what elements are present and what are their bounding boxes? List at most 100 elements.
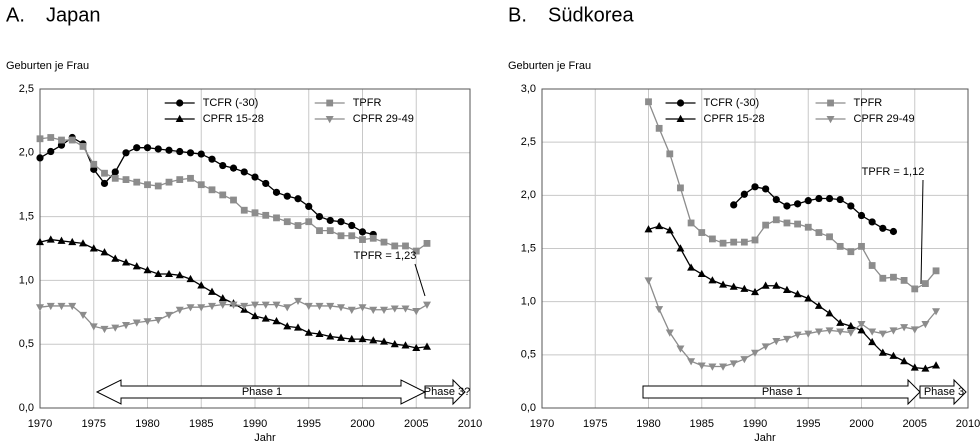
marker [58,136,65,144]
y-tick-label: 0,0 [19,402,34,414]
marker [729,360,738,368]
x-tick-label: 1985 [189,418,213,430]
legend-label: TCFR (-30) [203,97,259,109]
marker [240,168,248,176]
marker [68,302,77,311]
marker [358,228,367,236]
marker [719,280,728,288]
marker [272,301,281,309]
marker [218,301,227,309]
marker [348,232,356,240]
marker [326,302,335,311]
marker [347,306,356,314]
marker [294,195,302,203]
marker [687,358,696,366]
marker [176,147,184,156]
marker [262,179,270,188]
marker [846,321,855,330]
marker [836,242,844,250]
marker [111,254,120,262]
marker [316,227,323,235]
marker [89,244,98,252]
x-tick-label: 1970 [530,418,554,430]
marker [772,195,780,204]
annotation: Phase 3 [924,386,964,398]
marker [165,269,173,278]
panel: A. Japan Geburten je Frau Jahr 0,0 0,5 1,0 1,5 2… [6,4,482,444]
marker [889,327,898,335]
marker [272,188,281,196]
x-axis-label: Jahr [254,432,276,443]
marker [251,173,259,181]
marker [751,236,759,244]
marker [645,98,652,106]
x-tick-label: 1990 [243,418,267,430]
marker [261,301,270,309]
marker [868,337,877,346]
marker [197,281,206,289]
marker [143,265,152,274]
marker [751,349,759,357]
marker [423,342,431,350]
marker [79,239,87,247]
legend-marker [325,116,334,124]
marker [208,287,216,295]
marker [369,306,378,314]
marker [676,345,685,353]
marker [644,225,653,233]
marker [315,329,324,337]
marker [218,294,227,302]
marker [815,194,823,203]
marker [251,311,259,320]
marker [143,318,152,326]
marker [751,183,759,191]
marker [36,154,44,162]
marker [165,178,173,186]
marker [100,248,109,256]
marker [315,213,324,221]
marker [730,201,738,209]
y-tick-label: 2,5 [19,83,34,95]
marker [337,218,345,226]
marker [772,281,781,289]
marker [36,135,44,143]
marker [208,302,216,311]
y-tick-label: 3,0 [521,83,536,95]
marker [932,361,941,369]
marker [101,169,108,177]
marker [122,176,130,183]
marker [390,340,399,348]
marker [655,124,663,132]
marker [772,338,781,346]
marker [782,335,791,344]
marker [132,262,141,270]
marker [783,202,791,210]
marker [708,363,717,371]
marker [154,316,163,325]
marker [665,226,674,234]
marker [294,323,302,331]
marker [847,202,855,210]
marker [262,211,270,219]
marker [793,331,802,339]
marker [804,294,813,302]
x-tick-label: 2010 [956,418,980,430]
panel-title: Südkorea [548,4,634,26]
marker [111,174,119,182]
marker [804,197,812,205]
marker [910,326,919,334]
marker [294,222,302,229]
marker [794,220,801,228]
panel-label: A. [6,4,25,26]
marker [794,200,802,208]
y-tick-label: 0,5 [521,349,536,361]
legend-label: TCFR (-30) [704,97,760,109]
panel: B. Südkorea Geburten je Frau Jahr 0,0 0,5 1,0 1… [508,4,980,444]
marker [57,236,66,244]
marker [729,282,738,290]
marker [380,337,388,345]
marker [423,301,431,309]
marker [719,239,727,247]
marker [676,244,685,252]
marker [337,333,345,341]
